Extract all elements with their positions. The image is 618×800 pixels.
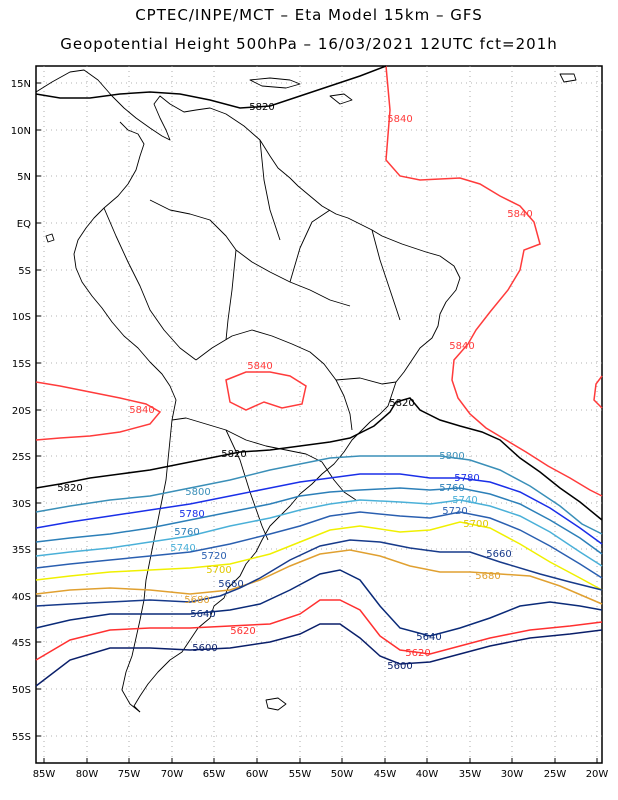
contour-5840-north	[385, 65, 603, 497]
contour-5820-north	[35, 65, 387, 109]
contour-label-5720: 5720	[442, 506, 467, 517]
contour-label-5660: 5660	[486, 549, 511, 560]
lon-label: 70W	[161, 769, 184, 780]
contour-label-5840: 5840	[247, 361, 272, 372]
lon-label: 80W	[76, 769, 99, 780]
contour-label-5680: 5680	[184, 595, 209, 606]
contour-label-5800: 5800	[185, 487, 210, 498]
lat-label: 40S	[12, 592, 31, 603]
lat-label: 35S	[12, 545, 31, 556]
lat-label: EQ	[17, 219, 31, 230]
contour-label-5780: 5780	[179, 509, 204, 520]
contour-label-5640: 5640	[190, 609, 215, 620]
lat-label: 15N	[11, 79, 31, 90]
lat-label: 20S	[12, 406, 31, 417]
contour-label-5840: 5840	[129, 405, 154, 416]
contour-5600	[35, 623, 603, 687]
contour-5640	[35, 569, 603, 637]
contour-5680	[35, 549, 603, 605]
lon-label: 50W	[331, 769, 354, 780]
contour-label-5760: 5760	[174, 527, 199, 538]
lon-label: 75W	[118, 769, 141, 780]
contour-label-5600: 5600	[192, 643, 217, 654]
contour-label-5820: 5820	[249, 102, 274, 113]
contour-label-5680: 5680	[475, 571, 500, 582]
lat-label: 25S	[12, 452, 31, 463]
contour-5760	[35, 487, 603, 555]
contour-5720	[35, 511, 603, 579]
lat-label: 15S	[12, 359, 31, 370]
lon-label: 25W	[544, 769, 567, 780]
lat-label: 30S	[12, 499, 31, 510]
contour-5660	[35, 539, 603, 607]
contours	[35, 65, 603, 687]
contour-5840-west	[35, 381, 162, 441]
coastlines	[35, 69, 577, 713]
contour-5840-east	[593, 375, 603, 409]
contour-label-5800: 5800	[439, 451, 464, 462]
lat-label: 5N	[17, 172, 31, 183]
contour-label-5620: 5620	[230, 626, 255, 637]
contour-label-5720: 5720	[201, 551, 226, 562]
contour-label-5700: 5700	[463, 519, 488, 530]
contour-label-5780: 5780	[454, 473, 479, 484]
contour-label-5760: 5760	[439, 483, 464, 494]
lat-label: 10N	[11, 126, 31, 137]
contour-label-5820: 5820	[389, 398, 414, 409]
contour-label-5820: 5820	[221, 449, 246, 460]
contour-label-5740: 5740	[170, 543, 195, 554]
lon-label: 65W	[203, 769, 226, 780]
contour-label-5620: 5620	[405, 648, 430, 659]
contour-label-5840: 5840	[507, 209, 532, 220]
lon-label: 40W	[416, 769, 439, 780]
contour-5840-cell	[225, 371, 307, 411]
lat-label: 45S	[12, 638, 31, 649]
contour-5800	[35, 455, 603, 535]
map-frame	[35, 65, 603, 764]
contour-labels: 5840 5840 5840 5840 5840 5820 5820 5820 …	[57, 102, 532, 672]
lon-label: 30W	[501, 769, 524, 780]
contour-label-5660: 5660	[218, 579, 243, 590]
lat-label: 55S	[12, 732, 31, 743]
contour-label-5700: 5700	[206, 565, 231, 576]
lon-label: 45W	[374, 769, 397, 780]
contour-label-5640: 5640	[416, 632, 441, 643]
lon-label: 60W	[246, 769, 269, 780]
contour-5820-south	[35, 397, 603, 521]
longitude-labels: 85W 80W 75W 70W 65W 60W 55W 50W 45W 40W …	[33, 769, 609, 780]
lon-label: 55W	[289, 769, 312, 780]
contour-5740	[35, 499, 603, 567]
lat-label: 5S	[18, 266, 31, 277]
contour-label-5840: 5840	[387, 114, 412, 125]
lon-label: 35W	[459, 769, 482, 780]
contour-label-5600: 5600	[387, 661, 412, 672]
lon-label: 20W	[586, 769, 609, 780]
contour-label-5840: 5840	[449, 341, 474, 352]
contour-5780	[35, 473, 603, 545]
map-title-model: CPTEC/INPE/MCT – Eta Model 15km – GFS	[135, 6, 483, 24]
contour-5700	[35, 521, 603, 591]
contour-5620	[35, 599, 603, 661]
contour-label-5820: 5820	[57, 483, 82, 494]
lon-label: 85W	[33, 769, 56, 780]
latitude-labels: 15N 10N 5N EQ 5S 10S 15S 20S 25S 30S 35S…	[11, 79, 31, 743]
map-title-field: Geopotential Height 500hPa – 16/03/2021 …	[60, 35, 558, 53]
lat-label: 50S	[12, 685, 31, 696]
lat-label: 10S	[12, 312, 31, 323]
graticule	[36, 66, 602, 763]
axis-ticks	[36, 82, 598, 763]
contour-label-5740: 5740	[452, 495, 477, 506]
